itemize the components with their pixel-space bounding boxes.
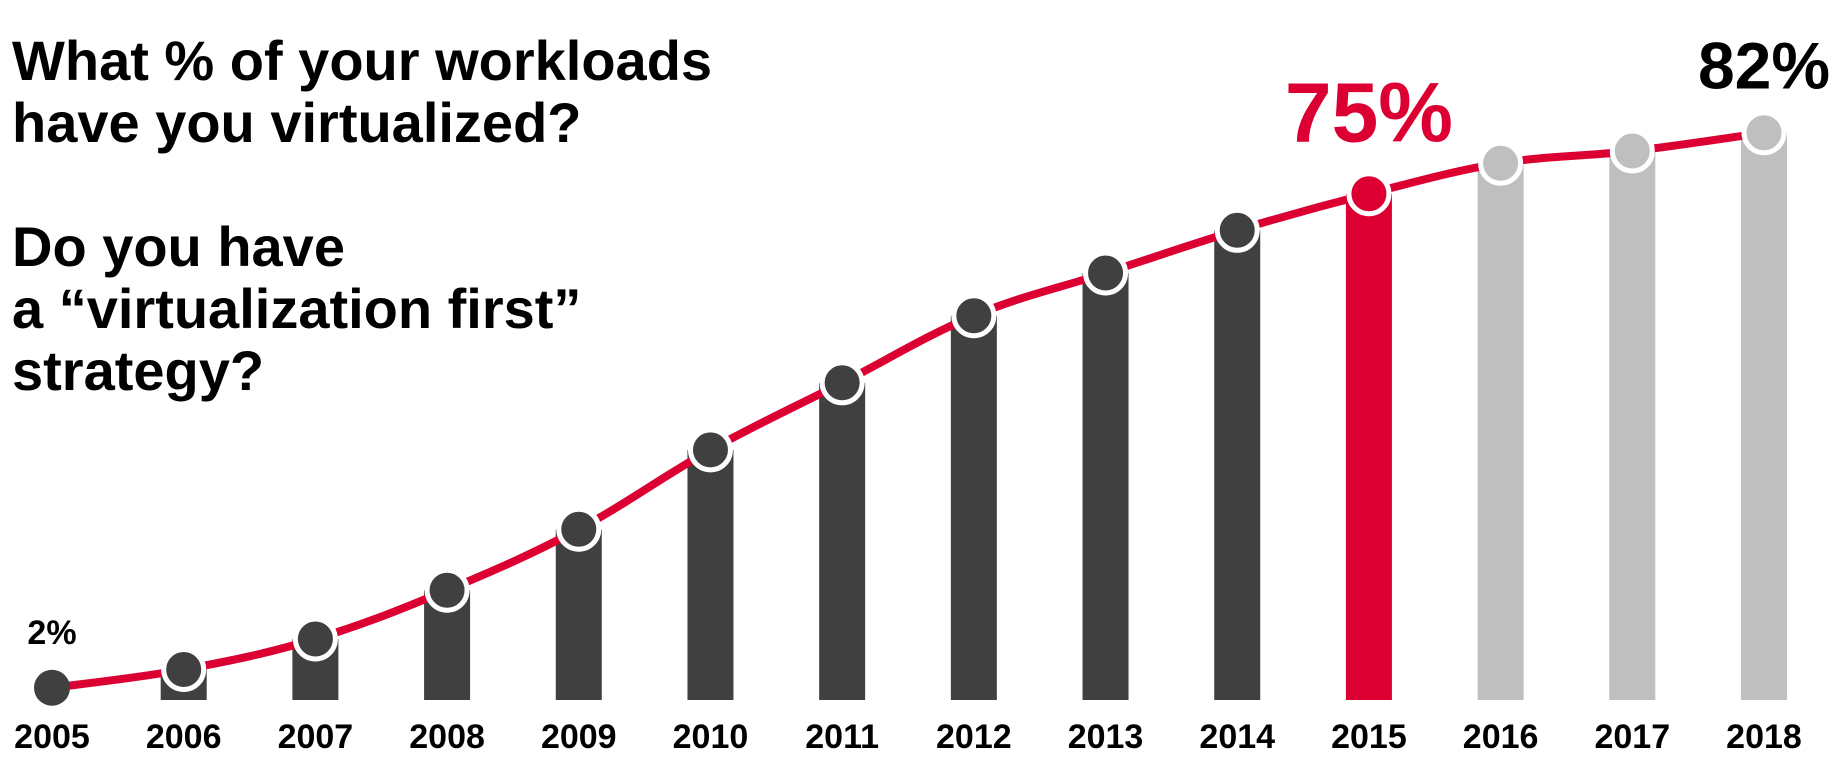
point-2018 (1741, 110, 1787, 156)
x-label-2018: 2018 (1726, 718, 1802, 756)
bar-2016 (1477, 163, 1524, 700)
point-2006 (161, 647, 207, 692)
question-line-2: have you virtualized? (12, 91, 582, 154)
point-2010 (687, 427, 733, 473)
x-label-2012: 2012 (936, 718, 1012, 756)
point-2013 (1083, 250, 1129, 296)
point-2009 (556, 506, 602, 552)
point-2014 (1214, 207, 1260, 253)
point-2007 (292, 616, 338, 662)
x-label-2006: 2006 (146, 718, 222, 756)
bar-2012 (950, 315, 997, 700)
bar-2013 (1082, 273, 1129, 700)
x-label-2007: 2007 (278, 718, 354, 756)
point-2015 (1346, 171, 1392, 217)
x-label-2009: 2009 (541, 718, 617, 756)
x-label-2010: 2010 (673, 718, 749, 756)
value-label-2005: 2% (27, 614, 76, 652)
point-2008 (424, 567, 470, 613)
x-label-2016: 2016 (1463, 718, 1539, 756)
value-label-2018: 82% (1698, 29, 1830, 103)
question-line-5: strategy? (12, 339, 265, 402)
point-2011 (819, 360, 865, 406)
question-line-1: What % of your workloads (12, 29, 713, 92)
bar-2014 (1214, 230, 1261, 701)
x-label-2014: 2014 (1199, 718, 1275, 756)
trend-points-group (34, 110, 1787, 706)
point-2012 (951, 293, 997, 339)
bar-2009 (555, 529, 602, 700)
x-axis-labels: 2005 2006 2007 2008 2009 2010 2011 2012 2013 2014… (14, 718, 1802, 756)
bar-2011 (819, 382, 866, 700)
x-label-2013: 2013 (1068, 718, 1144, 756)
bar-2010 (687, 449, 734, 700)
question-line-4: a “virtualization first” (12, 277, 582, 340)
point-2016 (1478, 140, 1524, 186)
question-line-3: Do you have (12, 215, 345, 278)
x-label-2015: 2015 (1331, 718, 1407, 756)
bar-2017 (1609, 151, 1656, 700)
point-2005 (34, 669, 70, 706)
x-label-2008: 2008 (409, 718, 485, 756)
question-text: What % of your workloads have you virtua… (12, 30, 912, 402)
point-2017 (1609, 128, 1655, 174)
x-label-2017: 2017 (1594, 718, 1670, 756)
trend-line (48, 128, 1768, 692)
bar-2015 (1345, 193, 1392, 700)
bar-2018 (1741, 132, 1787, 700)
x-label-2005: 2005 (14, 718, 90, 756)
value-labels: 2% 75% 82% (27, 29, 1830, 652)
value-label-2015: 75% (1285, 66, 1453, 160)
bars-group (160, 132, 1787, 701)
x-label-2011: 2011 (805, 718, 879, 756)
